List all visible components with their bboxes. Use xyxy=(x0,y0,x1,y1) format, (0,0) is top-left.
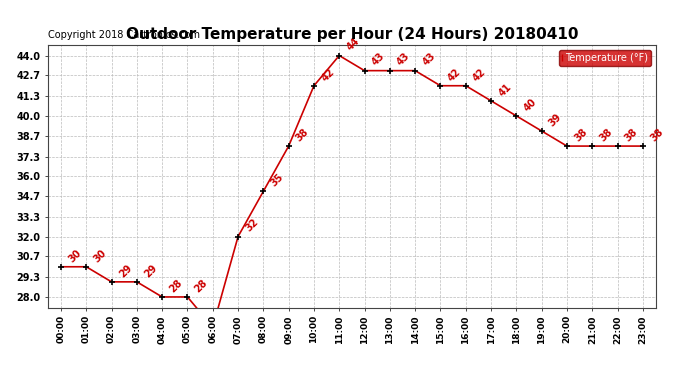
Text: 35: 35 xyxy=(269,172,286,189)
Text: 43: 43 xyxy=(421,51,437,68)
Text: 42: 42 xyxy=(446,66,462,83)
Text: 29: 29 xyxy=(142,262,159,279)
Text: 42: 42 xyxy=(319,66,336,83)
Text: 38: 38 xyxy=(623,127,640,143)
Text: 42: 42 xyxy=(471,66,488,83)
Text: 26: 26 xyxy=(0,374,1,375)
Text: 38: 38 xyxy=(598,127,615,143)
Text: 29: 29 xyxy=(117,262,134,279)
Text: 38: 38 xyxy=(573,127,589,143)
Text: 28: 28 xyxy=(168,278,184,294)
Text: 44: 44 xyxy=(345,36,362,53)
Text: 32: 32 xyxy=(244,217,260,234)
Text: 39: 39 xyxy=(547,112,564,128)
Text: 30: 30 xyxy=(92,248,108,264)
Text: 40: 40 xyxy=(522,96,538,113)
Text: 43: 43 xyxy=(395,51,412,68)
Title: Outdoor Temperature per Hour (24 Hours) 20180410: Outdoor Temperature per Hour (24 Hours) … xyxy=(126,27,578,42)
Text: 41: 41 xyxy=(497,81,513,98)
Text: 38: 38 xyxy=(649,127,665,143)
Text: 38: 38 xyxy=(294,127,311,143)
Legend: Temperature (°F): Temperature (°F) xyxy=(559,50,651,66)
Text: 43: 43 xyxy=(370,51,386,68)
Text: Copyright 2018 Cartronics.com: Copyright 2018 Cartronics.com xyxy=(48,30,200,40)
Text: 30: 30 xyxy=(66,248,83,264)
Text: 28: 28 xyxy=(193,278,210,294)
